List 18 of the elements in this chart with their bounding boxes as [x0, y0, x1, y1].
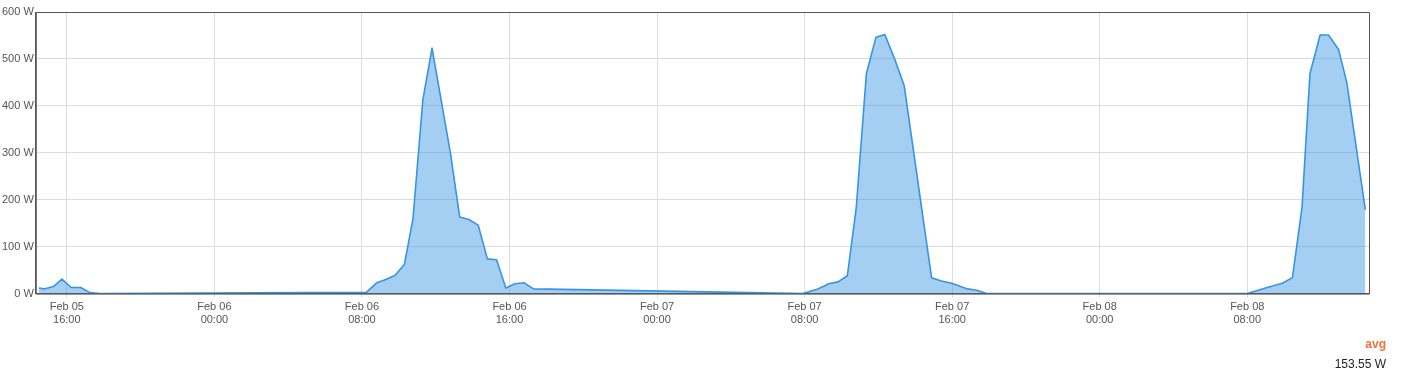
- x-tick-label: Feb 06 08:00: [344, 300, 380, 326]
- x-tick-label: Feb 06 16:00: [492, 300, 527, 326]
- y-tick-label: 100 W: [1, 239, 35, 252]
- y-tick-label: 500 W: [1, 51, 35, 64]
- x-tick-label: Feb 07 08:00: [787, 300, 822, 326]
- y-tick-label: 200 W: [1, 192, 35, 205]
- y-tick-label: 0 W: [14, 286, 35, 299]
- x-tick-label: Feb 08 00:00: [1082, 300, 1117, 326]
- y-tick-label: 400 W: [1, 98, 35, 111]
- y-tick-label: 300 W: [1, 145, 35, 158]
- x-tick-label: Feb 05 16:00: [49, 300, 84, 326]
- x-tick-label: Feb 07 00:00: [639, 300, 675, 326]
- x-tick-label: Feb 08 08:00: [1230, 300, 1265, 326]
- text: 153.55 W: [1334, 356, 1386, 373]
- x-tick-label: Feb 07 16:00: [935, 300, 970, 326]
- text: avg: [1364, 336, 1386, 353]
- y-tick-label: 600 W: [1, 5, 35, 18]
- x-tick-label: Feb 06 00:00: [197, 300, 232, 326]
